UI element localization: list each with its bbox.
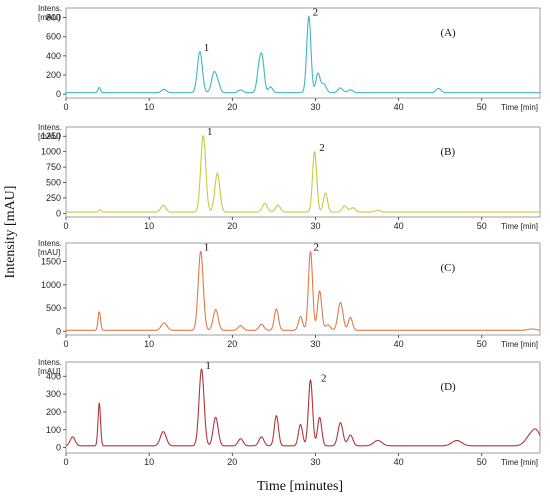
y-tick-label: 500	[46, 177, 61, 187]
y-tick-label: 1250	[41, 131, 61, 141]
x-tick-label: 50	[477, 457, 487, 467]
chromatogram-panel: 0 100 200 300 400 0 10 20 30 40 50 Intens. [mAU] Time…	[38, 358, 541, 467]
x-tick-label: 20	[227, 339, 237, 349]
y-tick-label: 1500	[41, 257, 61, 267]
chromatogram-panel: 0 500 1000 1500 0 10 20 30 40 50 Intens. [mAU] Time …	[38, 239, 541, 349]
y-tick-label: 200	[46, 70, 61, 80]
y-tick-label: 1000	[41, 280, 61, 290]
x-tick-label: 0	[63, 102, 68, 112]
y-axis-unit-line: Intens.	[38, 4, 62, 13]
x-tick-label: 40	[394, 102, 404, 112]
panel-tag: (D)	[440, 381, 456, 393]
x-tick-label: 20	[227, 457, 237, 467]
x-tick-label: 50	[477, 221, 487, 231]
y-axis-unit-line: [mAU]	[38, 367, 60, 376]
plot-frame	[65, 7, 541, 99]
y-tick-label: 100	[46, 425, 61, 435]
y-axis-unit-label: Intens. [mAU]	[38, 239, 62, 257]
x-tick-label: 50	[477, 102, 487, 112]
y-axis-unit-line: [mAU]	[38, 13, 60, 22]
y-axis-unit-line: Intens.	[38, 123, 62, 132]
peak-label: 2	[319, 142, 325, 154]
plot-frame	[65, 126, 541, 218]
y-axis-unit-line: [mAU]	[38, 132, 60, 141]
x-tick-label: 40	[394, 457, 404, 467]
y-tick-label: 250	[46, 193, 61, 203]
x-tick-label: 50	[477, 339, 487, 349]
x-tick-label: 30	[310, 339, 320, 349]
y-tick-label: 600	[46, 32, 61, 42]
y-tick-label: 0	[56, 89, 61, 99]
figure-y-axis-label: Intensity [mAU]	[3, 186, 18, 279]
x-tick-label: 10	[144, 102, 154, 112]
y-axis-unit-label: Intens. [mAU]	[38, 123, 62, 141]
y-axis-unit-label: Intens. [mAU]	[38, 4, 62, 22]
x-tick-label: 10	[144, 221, 154, 231]
y-tick-label: 200	[46, 407, 61, 417]
y-axis-unit-line: Intens.	[38, 239, 62, 248]
panel-tag: (A)	[440, 27, 456, 39]
x-tick-label: 20	[227, 221, 237, 231]
chromatogram-panel: 0 250 500 750 1000 1250 0 10 20 30 40 50 Intens. [mAU…	[38, 123, 541, 231]
x-axis-unit-label: Time [min]	[501, 103, 538, 112]
chromatogram-trace	[65, 368, 541, 447]
y-tick-label: 1000	[41, 147, 61, 157]
x-tick-label: 10	[144, 457, 154, 467]
panel-tag: (B)	[440, 146, 455, 158]
x-tick-label: 30	[310, 221, 320, 231]
chromatogram-trace	[65, 135, 541, 213]
y-axis-unit-line: [mAU]	[38, 248, 60, 257]
y-tick-label: 800	[46, 13, 61, 23]
y-axis-unit-line: Intens.	[38, 358, 62, 367]
y-tick-label: 400	[46, 371, 61, 381]
x-tick-label: 40	[394, 221, 404, 231]
x-axis-unit-label: Time [min]	[501, 340, 538, 349]
x-axis-unit-label: Time [min]	[501, 458, 538, 467]
peak-label: 1	[205, 360, 211, 372]
x-tick-label: 10	[144, 339, 154, 349]
y-tick-label: 400	[46, 51, 61, 61]
x-tick-label: 0	[63, 339, 68, 349]
peak-label: 1	[204, 42, 210, 54]
y-tick-label: 500	[46, 303, 61, 313]
peak-label: 2	[321, 372, 327, 384]
x-axis-unit-label: Time [min]	[501, 222, 538, 231]
x-tick-label: 20	[227, 102, 237, 112]
x-tick-label: 0	[63, 221, 68, 231]
peak-label: 2	[313, 241, 319, 253]
x-tick-label: 0	[63, 457, 68, 467]
x-tick-label: 40	[394, 339, 404, 349]
y-tick-label: 0	[56, 208, 61, 218]
figure-x-axis-label: Time [minutes]	[257, 479, 343, 494]
peak-label: 2	[313, 7, 319, 19]
panel-tag: (C)	[440, 262, 455, 274]
y-tick-label: 0	[56, 443, 61, 453]
plot-frame	[65, 242, 541, 336]
y-axis-unit-label: Intens. [mAU]	[38, 358, 62, 376]
y-tick-label: 300	[46, 389, 61, 399]
x-tick-label: 30	[310, 457, 320, 467]
chromatogram-panel: 0 200 400 600 800 0 10 20 30 40 50 Intens. [mAU] Time…	[38, 4, 541, 112]
x-tick-label: 30	[310, 102, 320, 112]
peak-label: 1	[207, 126, 213, 138]
plot-frame	[65, 361, 541, 454]
y-tick-label: 750	[46, 162, 61, 172]
chromatogram-trace	[65, 15, 541, 94]
chromatogram-trace	[65, 250, 541, 331]
y-tick-label: 0	[56, 326, 61, 336]
peak-label: 1	[204, 241, 210, 253]
